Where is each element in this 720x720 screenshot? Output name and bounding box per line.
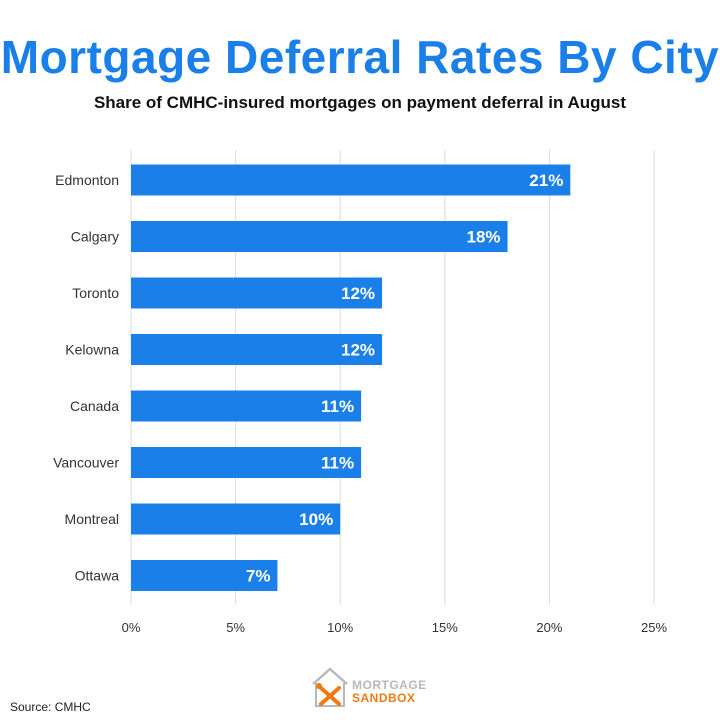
data-label: 12% (341, 284, 375, 303)
data-label: 12% (341, 341, 375, 360)
x-tick-label: 5% (226, 620, 245, 635)
x-tick-label: 20% (536, 620, 562, 635)
category-label: Montreal (65, 511, 119, 527)
logo-text-top: MORTGAGE (352, 678, 427, 692)
x-tick-label: 15% (432, 620, 458, 635)
data-label: 11% (321, 454, 354, 473)
source-note: Source: CMHC (10, 700, 91, 714)
house-x-icon (312, 667, 348, 707)
x-tick-label: 10% (327, 620, 353, 635)
bar (131, 334, 383, 365)
chart-title: Mortgage Deferral Rates By City (0, 31, 720, 83)
category-label: Canada (70, 398, 119, 414)
bar (131, 503, 341, 535)
category-label: Ottawa (75, 568, 120, 584)
bar-chart: 0% 5% 10% 15% 20% 25% Edmonton 21% Calgary 18% Tor… (53, 150, 667, 635)
bar (131, 221, 508, 252)
x-tick-label: 25% (641, 620, 667, 635)
bar (131, 277, 383, 309)
bar (131, 560, 278, 591)
x-tick-label: 0% (122, 620, 141, 635)
mortgage-sandbox-logo: MORTGAGE SANDBOX (310, 664, 426, 710)
category-label: Kelowna (65, 342, 119, 358)
bar (131, 164, 571, 196)
chart-subtitle: Share of CMHC-insured mortgages on payme… (93, 93, 627, 112)
data-label: 18% (467, 228, 501, 247)
data-label: 11% (321, 397, 354, 416)
logo-text-bottom: SANDBOX (352, 691, 416, 705)
data-label: 10% (299, 510, 333, 529)
data-label: 7% (246, 567, 271, 586)
data-label: 21% (529, 171, 563, 190)
category-label: Edmonton (55, 172, 119, 188)
bar (131, 390, 362, 422)
bar (131, 447, 362, 478)
category-label: Vancouver (53, 455, 119, 471)
category-label: Toronto (72, 285, 119, 301)
category-label: Calgary (71, 229, 119, 245)
